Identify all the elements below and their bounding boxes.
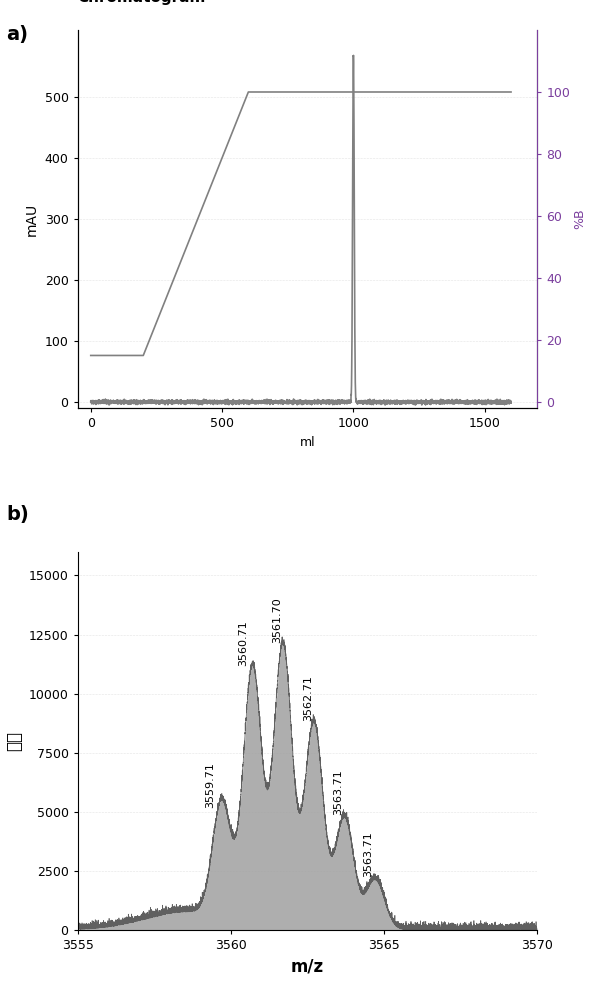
ydfgb 3001:10_UV2_254nm (189, 396, 196, 408)
ydfgb 3001:10_UV2_254nm (245, 395, 253, 407)
Line: ydfgb 3001:10_UV2_254nm: ydfgb 3001:10_UV2_254nm (91, 55, 511, 405)
Text: a): a) (6, 25, 28, 44)
ydfgb 3001:10_UV2_254nm (106, 399, 113, 411)
ydfgb 3001:10_Conc (507, 86, 515, 98)
Text: 3563.71: 3563.71 (364, 831, 374, 877)
Text: 3560.71: 3560.71 (238, 621, 248, 666)
ydfgb 3001:10_Conc (140, 349, 147, 361)
ydfgb 3001:10_UV2_254nm (350, 49, 357, 61)
ydfgb 3001:10_Conc (245, 86, 252, 98)
ydfgb 3001:10_UV2_254nm (185, 396, 192, 408)
ydfgb 3001:10_Conc (350, 86, 357, 98)
Line: ydfgb 3001:10_Conc: ydfgb 3001:10_Conc (91, 92, 511, 355)
ydfgb 3001:10_UV2_254nm (87, 396, 94, 408)
ydfgb 3001:10_UV2_254nm (276, 395, 283, 407)
ydfgb 3001:10_UV2_254nm (187, 394, 194, 406)
Y-axis label: mAU: mAU (25, 203, 39, 236)
Text: 3561.70: 3561.70 (272, 597, 282, 643)
ydfgb 3001:10_UV2_254nm (504, 395, 512, 407)
ydfgb 3001:10_Conc (87, 349, 94, 361)
X-axis label: m/z: m/z (291, 958, 324, 976)
Y-axis label: 强度: 强度 (5, 731, 23, 751)
Y-axis label: %B: %B (573, 209, 586, 229)
Text: 3563.71: 3563.71 (333, 770, 343, 815)
Text: b): b) (6, 505, 29, 524)
Text: 3559.71: 3559.71 (205, 762, 216, 808)
Text: Chromatogram: Chromatogram (78, 0, 206, 5)
ydfgb 3001:10_UV2_254nm (507, 397, 515, 409)
ydfgb 3001:10_Conc (363, 86, 370, 98)
X-axis label: ml: ml (300, 436, 315, 449)
Text: 3562.71: 3562.71 (303, 675, 313, 721)
